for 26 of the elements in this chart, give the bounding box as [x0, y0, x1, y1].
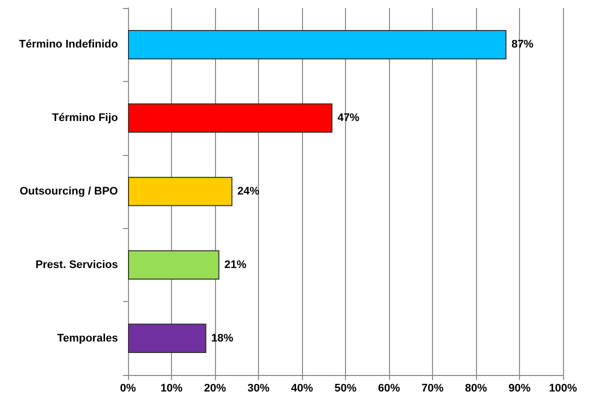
- bar: [128, 176, 232, 206]
- data-label: 18%: [211, 332, 234, 344]
- data-label: 24%: [237, 186, 260, 198]
- x-tick-label: 30%: [247, 382, 270, 394]
- y-tick-label: Outsourcing / BPO: [20, 186, 118, 198]
- bar: [128, 103, 332, 133]
- y-tick-label: Término Indefinido: [19, 38, 118, 51]
- y-tick-label: Término Fijo: [52, 112, 118, 124]
- x-tick-label: 100%: [548, 382, 578, 394]
- x-tick-label: 50%: [334, 382, 357, 394]
- x-tick-label: 80%: [464, 382, 488, 394]
- bar: [128, 250, 220, 280]
- bar: [128, 324, 206, 353]
- x-tick-label: 20%: [204, 382, 226, 394]
- x-tick-label: 10%: [160, 382, 183, 394]
- data-label: 47%: [337, 112, 360, 124]
- bar: [128, 30, 506, 60]
- data-label: 87%: [511, 38, 534, 51]
- y-tick-label: Prest. Servicios: [35, 258, 118, 271]
- x-tick-label: 70%: [421, 382, 444, 394]
- y-tick-label: Temporales: [57, 332, 118, 344]
- x-tick-label: 0%: [120, 382, 136, 394]
- x-tick-label: 90%: [508, 382, 531, 394]
- x-tick-label: 60%: [378, 382, 400, 394]
- data-label: 21%: [224, 258, 247, 271]
- x-tick-label: 40%: [290, 382, 314, 394]
